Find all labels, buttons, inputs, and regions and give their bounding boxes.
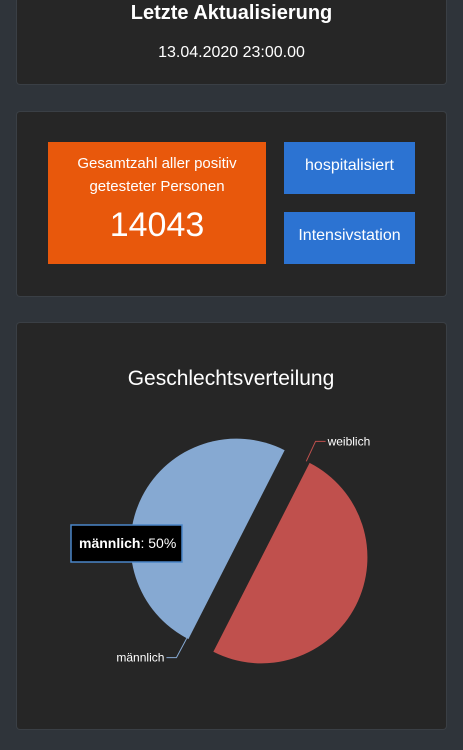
tooltip-value: : 50% bbox=[140, 535, 176, 551]
last-update-card: Letzte Aktualisierung 13.04.2020 23:00.0… bbox=[17, 0, 446, 84]
pie-leader-line bbox=[166, 638, 188, 659]
pie-label-female: weiblich bbox=[327, 434, 371, 448]
pie-label-male: männlich bbox=[116, 651, 164, 665]
icu-button[interactable]: Intensivstation bbox=[284, 212, 415, 264]
hospitalized-button[interactable]: hospitalisiert bbox=[284, 142, 415, 194]
stats-card: Gesamtzahl aller positiv getesteter Pers… bbox=[17, 112, 446, 296]
last-update-date: 13.04.2020 23:00.00 bbox=[158, 44, 305, 61]
svg-text:männlich: 50%: männlich: 50% bbox=[79, 535, 176, 551]
gender-chart-card: Geschlechtsverteilung weiblich männlich m… bbox=[17, 323, 446, 729]
gender-pie-chart[interactable]: Geschlechtsverteilung weiblich männlich m… bbox=[17, 323, 446, 729]
total-positive-label: Gesamtzahl aller positiv getesteter Pers… bbox=[77, 155, 237, 195]
chart-tooltip: männlich: 50% bbox=[70, 524, 183, 563]
pie-leader-line bbox=[305, 440, 326, 462]
pie-slice-female[interactable] bbox=[213, 462, 368, 664]
pie-slice-male[interactable] bbox=[130, 438, 285, 640]
total-positive-box: Gesamtzahl aller positiv getesteter Pers… bbox=[48, 142, 266, 264]
chart-title: Geschlechtsverteilung bbox=[128, 367, 335, 390]
tooltip-label: männlich bbox=[79, 535, 140, 551]
total-positive-value: 14043 bbox=[109, 206, 205, 244]
last-update-title: Letzte Aktualisierung bbox=[130, 2, 333, 24]
